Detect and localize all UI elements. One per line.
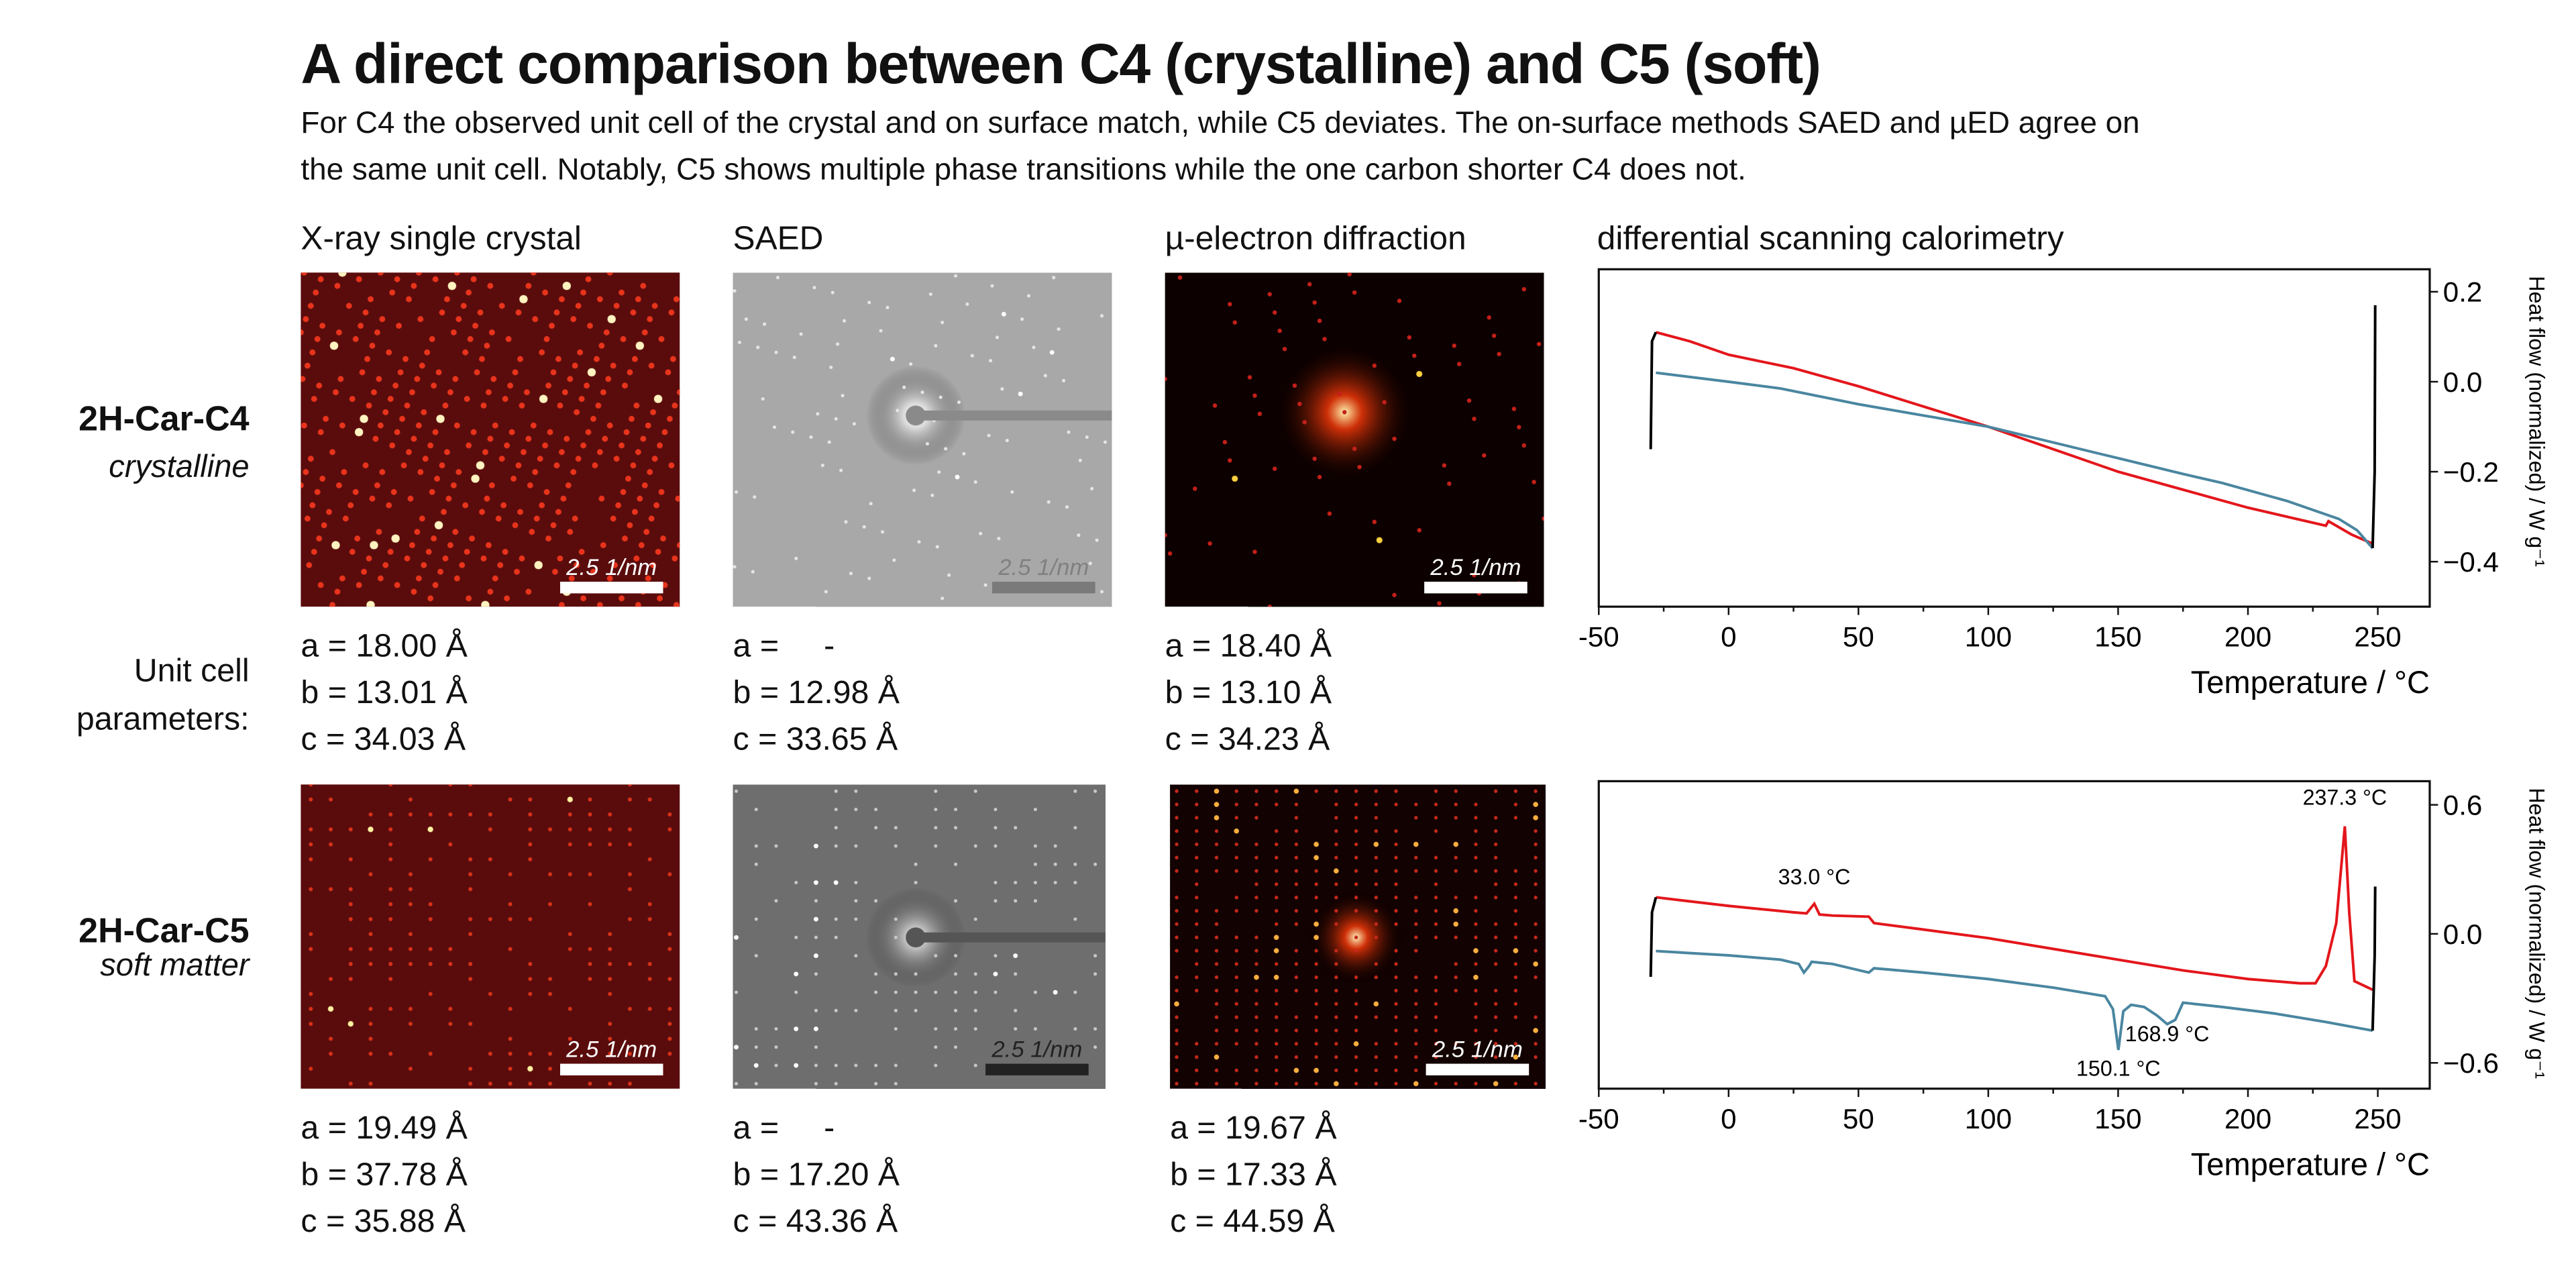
- series-line-2: [1649, 896, 1658, 978]
- saed-pattern-c5: 2.5 1/nm: [733, 784, 1106, 1089]
- param-c5-saed-b: b = 17.20 Å: [733, 1157, 900, 1194]
- scale-bar: 2.5 1/nm: [992, 553, 1095, 594]
- param-c4-xray-b: b = 13.01 Å: [301, 674, 468, 712]
- scale-bar: 2.5 1/nm: [1424, 553, 1527, 594]
- x-tick-label: 150: [2094, 621, 2141, 653]
- ued-pattern-c4: 2.5 1/nm: [1165, 272, 1544, 607]
- scale-bar-label: 2.5 1/nm: [1432, 1035, 1523, 1063]
- param-c5-xray-c: c = 35.88 Å: [301, 1203, 466, 1240]
- x-tick-label: -50: [1578, 621, 1619, 653]
- series-line-1: [1656, 949, 2373, 1051]
- y-tick-label: −0.4: [2443, 546, 2499, 578]
- unit-cell-label-1: Unit cell: [133, 653, 250, 690]
- scale-bar-label: 2.5 1/nm: [566, 1035, 657, 1063]
- x-tick-label: 100: [1965, 1103, 2012, 1134]
- subtitle-line-2: the same unit cell. Notably, C5 shows mu…: [301, 151, 1746, 187]
- y-tick-label: 0.2: [2443, 276, 2483, 308]
- scale-bar-label: 2.5 1/nm: [566, 553, 657, 580]
- x-tick-label: 250: [2354, 1103, 2401, 1134]
- subtitle-line-1: For C4 the observed unit cell of the cry…: [301, 105, 2140, 140]
- scale-bar: 2.5 1/nm: [1426, 1035, 1529, 1075]
- y-axis-label: Heat flow (normalized) / W g⁻¹: [2525, 788, 2549, 1079]
- series-line-1: [1656, 371, 2374, 549]
- param-c4-saed-c: c = 33.65 Å: [733, 721, 898, 758]
- x-tick-label: 100: [1965, 621, 2012, 653]
- plot-frame: [1597, 780, 2431, 1090]
- param-c5-ued-c: c = 44.59 Å: [1170, 1203, 1335, 1240]
- y-tick-label: 0.0: [2443, 918, 2483, 950]
- page-title: A direct comparison between C4 (crystall…: [301, 33, 1821, 97]
- x-tick-label: -50: [1578, 1103, 1619, 1134]
- diffraction-image: [301, 272, 680, 607]
- param-c4-ued-c: c = 34.23 Å: [1165, 721, 1330, 758]
- x-tick-label: 200: [2224, 1103, 2271, 1134]
- dsc-chart-c4: -50 0 50 100 150 200 250 0.2 0.0 −0.2 −0.4 Temperat…: [1578, 268, 2549, 700]
- dsc-chart-c5: -50 0 50 100 150 200 250 0.6 0.0 −0.6 Temperature …: [1578, 780, 2549, 1182]
- param-c4-saed-a: a = -: [733, 628, 835, 665]
- y-tick-label: −0.2: [2443, 456, 2499, 488]
- peak-annotation: 168.9 °C: [2125, 1022, 2210, 1046]
- y-axis-label: Heat flow (normalized) / W g⁻¹: [2525, 276, 2549, 567]
- x-tick-label: 50: [1843, 1103, 1874, 1134]
- x-axis-label: Temperature / °C: [2191, 664, 2430, 700]
- peak-annotation: 237.3 °C: [2303, 786, 2387, 810]
- x-tick-label: 50: [1843, 621, 1874, 653]
- param-c5-saed-a: a = -: [733, 1110, 835, 1147]
- peak-annotation: 33.0 °C: [1778, 865, 1851, 889]
- param-c5-ued-a: a = 19.67 Å: [1170, 1110, 1337, 1147]
- param-c4-xray-c: c = 34.03 Å: [301, 721, 466, 758]
- param-c5-xray-a: a = 19.49 Å: [301, 1110, 468, 1147]
- x-tick-label: 0: [1721, 1103, 1736, 1134]
- scale-bar: 2.5 1/nm: [559, 553, 663, 594]
- param-c5-ued-b: b = 17.33 Å: [1170, 1157, 1337, 1194]
- param-c4-ued-b: b = 13.10 Å: [1165, 674, 1332, 712]
- column-header-dsc: differential scanning calorimetry: [1597, 221, 2064, 258]
- diffraction-image: [301, 784, 680, 1089]
- series-line-0: [1656, 826, 2373, 992]
- plot-frame: [1597, 268, 2431, 608]
- row-label-c4-name: 2H-Car-C4: [78, 401, 250, 439]
- y-tick-label: −0.6: [2443, 1047, 2499, 1079]
- param-c4-xray-a: a = 18.00 Å: [301, 628, 468, 665]
- series-line-2: [1649, 331, 1658, 450]
- row-label-c5-name: 2H-Car-C5: [78, 912, 250, 951]
- scale-bar: 2.5 1/nm: [985, 1035, 1089, 1075]
- x-axis-label: Temperature / °C: [2191, 1147, 2430, 1182]
- y-tick-label: 0.6: [2443, 789, 2483, 821]
- series-line-3: [2371, 305, 2377, 549]
- param-c4-saed-b: b = 12.98 Å: [733, 674, 900, 712]
- param-c4-ued-a: a = 18.40 Å: [1165, 628, 1332, 665]
- scale-bar: 2.5 1/nm: [559, 1035, 663, 1075]
- x-tick-label: 150: [2094, 1103, 2141, 1134]
- unit-cell-label-2: parameters:: [76, 701, 250, 738]
- saed-pattern-c4: 2.5 1/nm: [733, 272, 1112, 607]
- param-c5-xray-b: b = 37.78 Å: [301, 1157, 468, 1194]
- x-tick-label: 250: [2354, 621, 2401, 653]
- diffraction-image: [1170, 784, 1546, 1089]
- row-label-c4-state: crystalline: [109, 450, 250, 486]
- scale-bar-label: 2.5 1/nm: [1430, 553, 1521, 580]
- column-header-xray: X-ray single crystal: [301, 221, 582, 258]
- xray-pattern-c5: 2.5 1/nm: [301, 784, 680, 1089]
- x-tick-label: 0: [1721, 621, 1736, 653]
- ued-pattern-c5: 2.5 1/nm: [1170, 784, 1546, 1089]
- param-c5-saed-c: c = 43.36 Å: [733, 1203, 898, 1240]
- peak-annotation: 150.1 °C: [2076, 1056, 2161, 1080]
- diffraction-image: [1165, 272, 1544, 607]
- scale-bar-label: 2.5 1/nm: [998, 553, 1089, 580]
- x-tick-label: 200: [2224, 621, 2271, 653]
- y-tick-label: 0.0: [2443, 366, 2483, 398]
- series-line-3: [2371, 886, 2377, 1031]
- column-header-ued: µ-electron diffraction: [1165, 221, 1466, 258]
- row-label-c5-state: soft matter: [100, 949, 250, 984]
- diffraction-image: [733, 272, 1112, 607]
- series-line-0: [1655, 331, 2373, 545]
- column-header-saed: SAED: [733, 221, 824, 258]
- scale-bar-label: 2.5 1/nm: [991, 1035, 1083, 1063]
- xray-pattern-c4: 2.5 1/nm: [301, 272, 680, 607]
- diffraction-image: [733, 784, 1106, 1089]
